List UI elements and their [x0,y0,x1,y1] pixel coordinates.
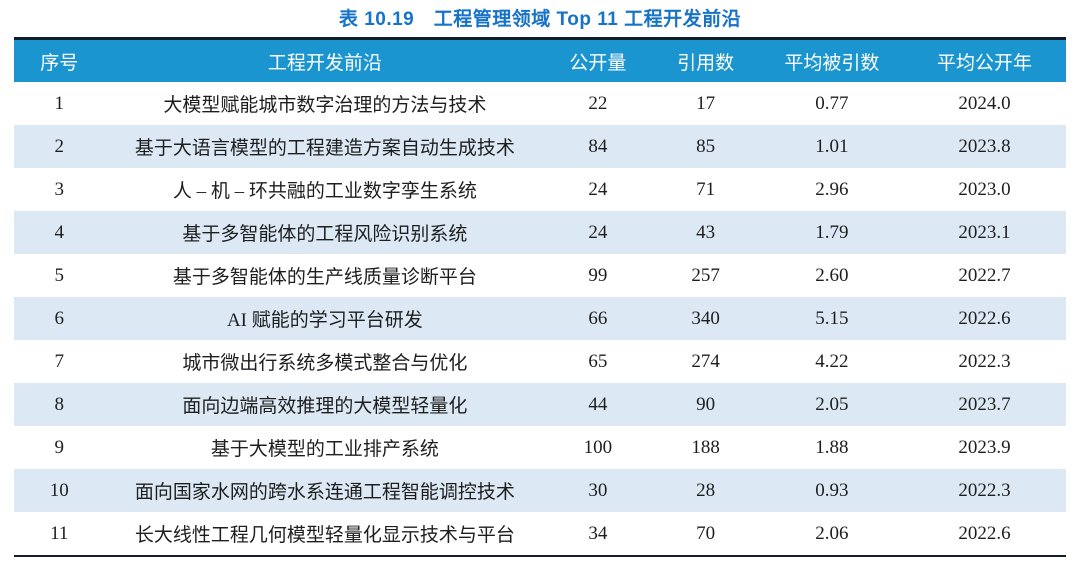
cell-citations: 28 [696,479,716,501]
cell-index: 3 [54,178,64,200]
cell-avg-pub-year: 2023.9 [958,436,1011,458]
cell-frontier: 人 – 机 – 环共融的工业数字孪生系统 [172,181,477,202]
cell-avg-pub-year: 2023.8 [958,135,1011,157]
cell-publications: 30 [588,479,608,501]
cell-avg-pub-year: 2022.6 [958,307,1011,329]
cell-index: 1 [54,92,64,114]
cell-frontier: 面向国家水网的跨水系连通工程智能调控技术 [134,482,515,503]
header-col-citations: 引用数 [650,38,761,82]
table-row: 8 面向边端高效推理的大模型轻量化 44 90 2.05 2023.7 [14,383,1066,426]
cell-publications: 100 [583,436,613,458]
cell-publications: 99 [588,264,608,286]
cell-index: 6 [54,307,64,329]
cell-publications: 34 [588,522,608,544]
cell-avg-citations: 0.93 [815,479,849,501]
cell-avg-citations: 2.05 [815,393,849,415]
cell-avg-citations: 2.60 [815,264,849,286]
table-row: 5 基于多智能体的生产线质量诊断平台 99 257 2.60 2022.7 [14,254,1066,297]
table-row: 7 城市微出行系统多模式整合与优化 65 274 4.22 2022.3 [14,340,1066,383]
cell-frontier: 长大线性工程几何模型轻量化显示技术与平台 [134,525,515,546]
cell-avg-citations: 5.15 [815,307,849,329]
cell-citations: 274 [691,350,720,372]
cell-publications: 84 [588,135,608,157]
cell-publications: 24 [588,221,608,243]
table-row: 2 基于大语言模型的工程建造方案自动生成技术 84 85 1.01 2023.8 [14,125,1066,168]
cell-avg-pub-year: 2022.3 [958,479,1011,501]
cell-avg-citations: 0.77 [815,92,849,114]
table-body: 1 大模型赋能城市数字治理的方法与技术 22 17 0.77 2024.0 2 基于大语言模型… [14,82,1066,556]
cell-index: 9 [54,436,64,458]
table-row: 3 人 – 机 – 环共融的工业数字孪生系统 24 71 2.96 2023.0 [14,168,1066,211]
cell-avg-citations: 1.88 [815,436,849,458]
cell-frontier: 基于大语言模型的工程建造方案自动生成技术 [134,138,515,159]
cell-index: 2 [54,135,64,157]
cell-avg-citations: 2.06 [815,522,849,544]
cell-citations: 71 [696,178,716,200]
table-row: 11 长大线性工程几何模型轻量化显示技术与平台 34 70 2.06 2022.6 [14,512,1066,556]
table-row: 1 大模型赋能城市数字治理的方法与技术 22 17 0.77 2024.0 [14,82,1066,125]
cell-publications: 24 [588,178,608,200]
cell-avg-pub-year: 2023.0 [958,178,1011,200]
cell-citations: 85 [696,135,716,157]
cell-avg-pub-year: 2024.0 [958,92,1011,114]
cell-citations: 43 [696,221,716,243]
cell-index: 4 [54,221,64,243]
cell-index: 11 [50,522,69,544]
cell-avg-citations: 1.01 [815,135,849,157]
cell-frontier: 城市微出行系统多模式整合与优化 [182,353,468,374]
cell-avg-citations: 1.79 [815,221,849,243]
cell-publications: 22 [588,92,608,114]
cell-frontier: 基于多智能体的生产线质量诊断平台 [172,267,477,288]
cell-avg-citations: 2.96 [815,178,849,200]
header-col-frontier: 工程开发前沿 [104,38,546,82]
cell-index: 10 [49,479,69,501]
table-row: 6 AI 赋能的学习平台研发 66 340 5.15 2022.6 [14,297,1066,340]
cell-frontier: AI 赋能的学习平台研发 [226,310,423,331]
cell-publications: 66 [588,307,608,329]
cell-index: 8 [54,393,64,415]
cell-index: 7 [54,350,64,372]
header-col-avg-pub-year: 平均公开年 [902,38,1066,82]
cell-citations: 70 [696,522,716,544]
cell-avg-citations: 4.22 [815,350,849,372]
cell-citations: 90 [696,393,716,415]
cell-citations: 188 [691,436,720,458]
cell-avg-pub-year: 2023.7 [958,393,1011,415]
frontiers-table: 序号 工程开发前沿 公开量 引用数 平均被引数 平均公开年 1 大模型赋能城市数字… [14,37,1066,557]
cell-publications: 44 [588,393,608,415]
cell-frontier: 大模型赋能城市数字治理的方法与技术 [163,95,487,116]
cell-avg-pub-year: 2022.7 [958,264,1011,286]
cell-citations: 340 [691,307,720,329]
table-row: 4 基于多智能体的工程风险识别系统 24 43 1.79 2023.1 [14,211,1066,254]
cell-frontier: 基于多智能体的工程风险识别系统 [182,224,468,245]
cell-avg-pub-year: 2022.3 [958,350,1011,372]
table-header: 序号 工程开发前沿 公开量 引用数 平均被引数 平均公开年 [14,38,1066,82]
table-title: 表 10.19 工程管理领域 Top 11 工程开发前沿 [338,9,742,30]
header-row: 序号 工程开发前沿 公开量 引用数 平均被引数 平均公开年 [14,38,1066,82]
cell-citations: 17 [696,92,716,114]
cell-frontier: 面向边端高效推理的大模型轻量化 [182,396,468,417]
cell-publications: 65 [588,350,608,372]
table-row: 9 基于大模型的工业排产系统 100 188 1.88 2023.9 [14,426,1066,469]
header-col-avg-citations: 平均被引数 [760,38,903,82]
cell-avg-pub-year: 2023.1 [958,221,1011,243]
cell-avg-pub-year: 2022.6 [958,522,1011,544]
table-row: 10 面向国家水网的跨水系连通工程智能调控技术 30 28 0.93 2022.3 [14,469,1066,512]
header-col-publications: 公开量 [545,38,651,82]
cell-citations: 257 [691,264,720,286]
header-col-index: 序号 [14,38,105,82]
cell-frontier: 基于大模型的工业排产系统 [210,439,439,460]
cell-index: 5 [54,264,64,286]
